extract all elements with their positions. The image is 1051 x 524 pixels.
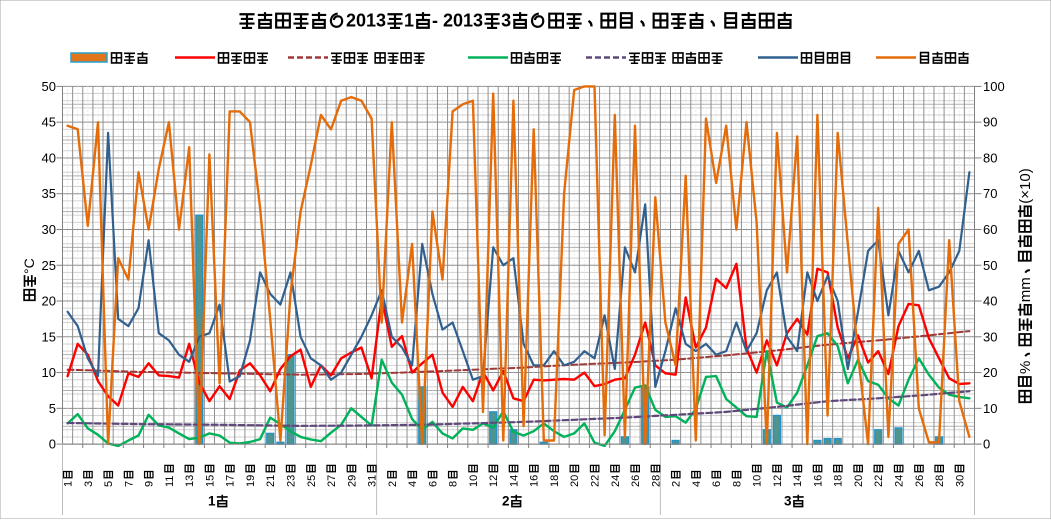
svg-text:8: 8 bbox=[731, 481, 743, 487]
svg-text:18: 18 bbox=[549, 475, 561, 487]
svg-text:24: 24 bbox=[894, 475, 906, 487]
svg-text:50: 50 bbox=[42, 79, 56, 94]
svg-text:23: 23 bbox=[286, 475, 298, 487]
svg-text:12: 12 bbox=[772, 475, 784, 487]
svg-text:2: 2 bbox=[671, 481, 683, 487]
svg-text:20: 20 bbox=[853, 475, 865, 487]
svg-text:13: 13 bbox=[184, 475, 196, 487]
svg-text:40: 40 bbox=[42, 150, 56, 165]
svg-text:20: 20 bbox=[569, 475, 581, 487]
svg-text:29: 29 bbox=[346, 475, 358, 487]
svg-text:14: 14 bbox=[508, 475, 520, 487]
svg-text:15: 15 bbox=[42, 329, 56, 344]
svg-text:30: 30 bbox=[954, 475, 966, 487]
svg-text:°C: °C bbox=[21, 258, 37, 274]
svg-text:5: 5 bbox=[49, 401, 56, 416]
svg-text:15: 15 bbox=[204, 475, 216, 487]
svg-text:20: 20 bbox=[983, 365, 997, 380]
svg-text:80: 80 bbox=[983, 150, 997, 165]
svg-text:45: 45 bbox=[42, 115, 56, 130]
svg-text:3: 3 bbox=[501, 11, 511, 31]
svg-text:5: 5 bbox=[103, 481, 115, 487]
svg-text:4: 4 bbox=[407, 481, 419, 487]
svg-text:35: 35 bbox=[42, 186, 56, 201]
svg-text:100: 100 bbox=[983, 79, 1005, 94]
svg-text:(×10): (×10) bbox=[1017, 168, 1034, 203]
svg-text:- 2013: - 2013 bbox=[432, 11, 483, 31]
svg-text:28: 28 bbox=[650, 475, 662, 487]
svg-text:6: 6 bbox=[711, 481, 723, 487]
svg-text:40: 40 bbox=[983, 294, 997, 309]
svg-text:10: 10 bbox=[468, 475, 480, 487]
svg-text:25: 25 bbox=[42, 258, 56, 273]
svg-text:16: 16 bbox=[529, 475, 541, 487]
svg-text:22: 22 bbox=[590, 475, 602, 487]
svg-text:6: 6 bbox=[427, 481, 439, 487]
svg-text:11: 11 bbox=[164, 476, 176, 487]
svg-text:50: 50 bbox=[983, 258, 997, 273]
svg-text:2: 2 bbox=[502, 494, 510, 509]
svg-text:%: % bbox=[1017, 361, 1034, 374]
svg-text:16: 16 bbox=[812, 475, 824, 487]
svg-text:1: 1 bbox=[63, 481, 75, 487]
svg-text:20: 20 bbox=[42, 294, 56, 309]
svg-text:3: 3 bbox=[784, 494, 792, 509]
svg-text:10: 10 bbox=[983, 401, 997, 416]
svg-text:90: 90 bbox=[983, 115, 997, 130]
svg-text:25: 25 bbox=[306, 475, 318, 487]
svg-text:10: 10 bbox=[752, 475, 764, 487]
svg-text:8: 8 bbox=[448, 481, 460, 487]
svg-text:17: 17 bbox=[225, 475, 237, 487]
svg-text:3: 3 bbox=[83, 481, 95, 487]
svg-text:18: 18 bbox=[833, 475, 845, 487]
svg-text:30: 30 bbox=[983, 329, 997, 344]
svg-text:24: 24 bbox=[610, 475, 622, 487]
svg-text:2: 2 bbox=[387, 481, 399, 487]
svg-text:12: 12 bbox=[488, 475, 500, 487]
svg-text:26: 26 bbox=[914, 475, 926, 487]
svg-text:28: 28 bbox=[934, 475, 946, 487]
svg-text:31: 31 bbox=[367, 475, 379, 487]
svg-text:21: 21 bbox=[265, 475, 277, 487]
svg-text:9: 9 bbox=[144, 481, 156, 487]
svg-text:mm: mm bbox=[1017, 277, 1034, 302]
svg-text:30: 30 bbox=[42, 222, 56, 237]
svg-text:2013: 2013 bbox=[346, 11, 386, 31]
svg-text:0: 0 bbox=[983, 437, 990, 452]
svg-text:27: 27 bbox=[326, 475, 338, 487]
svg-text:7: 7 bbox=[123, 481, 135, 487]
svg-text:26: 26 bbox=[630, 475, 642, 487]
svg-text:14: 14 bbox=[792, 475, 804, 487]
svg-text:4: 4 bbox=[691, 481, 703, 487]
svg-text:19: 19 bbox=[245, 475, 257, 487]
svg-text:22: 22 bbox=[873, 475, 885, 487]
svg-text:60: 60 bbox=[983, 222, 997, 237]
svg-text:70: 70 bbox=[983, 186, 997, 201]
svg-text:10: 10 bbox=[42, 365, 56, 380]
svg-text:1: 1 bbox=[208, 494, 216, 509]
svg-text:1: 1 bbox=[404, 11, 414, 31]
svg-text:0: 0 bbox=[49, 437, 56, 452]
